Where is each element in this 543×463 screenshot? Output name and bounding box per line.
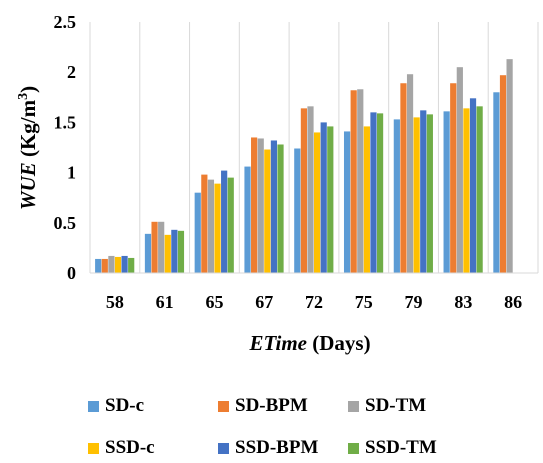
- bar-sd-c-72: [294, 148, 301, 273]
- bar-sd-bpm-61: [151, 221, 158, 273]
- bar-sd-c-58: [95, 258, 102, 273]
- bar-sd-c-79: [393, 119, 400, 273]
- legend-label: SD-c: [105, 395, 145, 416]
- bar-sd-c-83: [443, 111, 450, 273]
- legend-label: SSD-c: [105, 437, 155, 458]
- bar-sd-bpm-65: [201, 174, 208, 273]
- x-tick-label: 65: [205, 292, 223, 312]
- bar-ssd-tm-75: [376, 113, 384, 273]
- legend-swatch: [348, 442, 359, 454]
- bar-ssd-tm-72: [327, 126, 334, 273]
- legend-swatch: [348, 400, 359, 412]
- x-tick-labels: 58 61 65 67 72 75 79 83 86: [106, 292, 522, 312]
- bar-sd-c-75: [343, 131, 351, 273]
- legend-swatch: [88, 442, 99, 454]
- bar-ssd-tm-65: [227, 177, 234, 273]
- bar-sd-bpm-86: [499, 75, 507, 273]
- x-tick-label: 72: [305, 292, 323, 312]
- bar-ssd-c-83: [463, 108, 470, 274]
- bar-sd-bpm-75: [350, 90, 357, 273]
- wue-bar-chart: 0 0.5 1 1.5 2 2.5 58 61 65 67 72 75 79 83 86 ETime (D…: [16, 12, 539, 355]
- legend-swatch: [88, 400, 99, 412]
- bar-sd-tm-61: [158, 221, 165, 273]
- bar-sd-tm-83: [456, 67, 463, 274]
- bar-ssd-c-58: [114, 256, 122, 273]
- bar-ssd-tm-58: [128, 257, 135, 273]
- x-tick-label: 83: [454, 292, 472, 312]
- y-tick-label: 2: [67, 62, 76, 82]
- x-tick-label: 79: [405, 292, 423, 312]
- legend-swatch: [218, 442, 229, 454]
- bar-ssd-bpm-83: [469, 98, 477, 273]
- y-tick-labels: 0 0.5 1 1.5 2 2.5: [54, 12, 77, 283]
- x-tick-label: 58: [106, 292, 124, 312]
- legend-label: SD-BPM: [235, 395, 308, 416]
- bars: [95, 59, 513, 274]
- y-tick-label: 0: [67, 263, 76, 283]
- bar-sd-bpm-83: [450, 83, 457, 273]
- legend-item-sd-tm: SD-TM: [348, 394, 498, 418]
- legend-item-ssd-c: SSD-c: [88, 436, 218, 460]
- bar-ssd-c-65: [214, 183, 221, 273]
- legend-item-ssd-tm: SSD-TM: [348, 436, 498, 460]
- bar-ssd-tm-79: [426, 114, 433, 273]
- bar-sd-bpm-67: [251, 137, 258, 273]
- bar-ssd-bpm-72: [320, 122, 327, 274]
- legend-label: SSD-BPM: [235, 437, 319, 458]
- bar-ssd-c-75: [363, 126, 370, 273]
- legend-item-ssd-bpm: SSD-BPM: [218, 436, 348, 460]
- x-tick-label: 75: [355, 292, 373, 312]
- bar-sd-c-61: [144, 233, 152, 273]
- bar-ssd-c-61: [164, 234, 171, 273]
- gridlines: [89, 22, 539, 273]
- y-tick-label: 1: [67, 163, 76, 183]
- x-axis-title: ETime (Days): [248, 331, 370, 355]
- legend-item-sd-c: SD-c: [88, 394, 218, 418]
- bar-sd-tm-65: [207, 179, 215, 273]
- x-tick-label: 67: [255, 292, 273, 312]
- legend-label: SD-TM: [365, 395, 427, 416]
- bar-sd-tm-58: [108, 255, 115, 273]
- bar-ssd-tm-67: [277, 144, 284, 273]
- x-tick-label: 86: [504, 292, 522, 312]
- bar-ssd-bpm-61: [171, 229, 178, 273]
- bar-ssd-tm-61: [177, 230, 185, 273]
- bar-sd-tm-75: [357, 89, 364, 273]
- y-axis-title: WUE (Kg/m3): [16, 86, 40, 210]
- bar-sd-tm-79: [406, 74, 414, 273]
- bar-sd-tm-86: [506, 59, 513, 274]
- y-tick-label: 0.5: [54, 213, 77, 233]
- bar-sd-tm-67: [257, 138, 264, 273]
- bar-ssd-bpm-67: [270, 140, 278, 273]
- bar-ssd-c-67: [264, 149, 271, 273]
- legend-item-sd-bpm: SD-BPM: [218, 394, 348, 418]
- bar-ssd-tm-83: [476, 106, 483, 273]
- bar-sd-bpm-72: [300, 108, 307, 274]
- bar-sd-c-65: [194, 192, 201, 273]
- bar-ssd-bpm-79: [420, 110, 427, 274]
- bar-sd-c-86: [493, 92, 500, 273]
- bar-ssd-bpm-65: [221, 170, 228, 273]
- bar-sd-tm-72: [307, 106, 314, 273]
- bar-ssd-bpm-75: [370, 112, 377, 273]
- bar-ssd-c-79: [413, 117, 420, 273]
- bar-ssd-bpm-58: [121, 255, 128, 273]
- bar-sd-bpm-79: [400, 83, 407, 273]
- legend-swatch: [218, 400, 229, 412]
- bar-ssd-c-72: [314, 132, 321, 273]
- bar-sd-c-67: [244, 166, 251, 273]
- bar-sd-bpm-58: [101, 258, 108, 273]
- x-tick-label: 61: [156, 292, 174, 312]
- y-tick-label: 2.5: [54, 12, 77, 32]
- legend-label: SSD-TM: [365, 437, 437, 458]
- legend: SD-c SD-BPM SD-TM SSD-c SSD-BPM SSD-TM: [88, 394, 538, 460]
- y-tick-label: 1.5: [54, 112, 77, 132]
